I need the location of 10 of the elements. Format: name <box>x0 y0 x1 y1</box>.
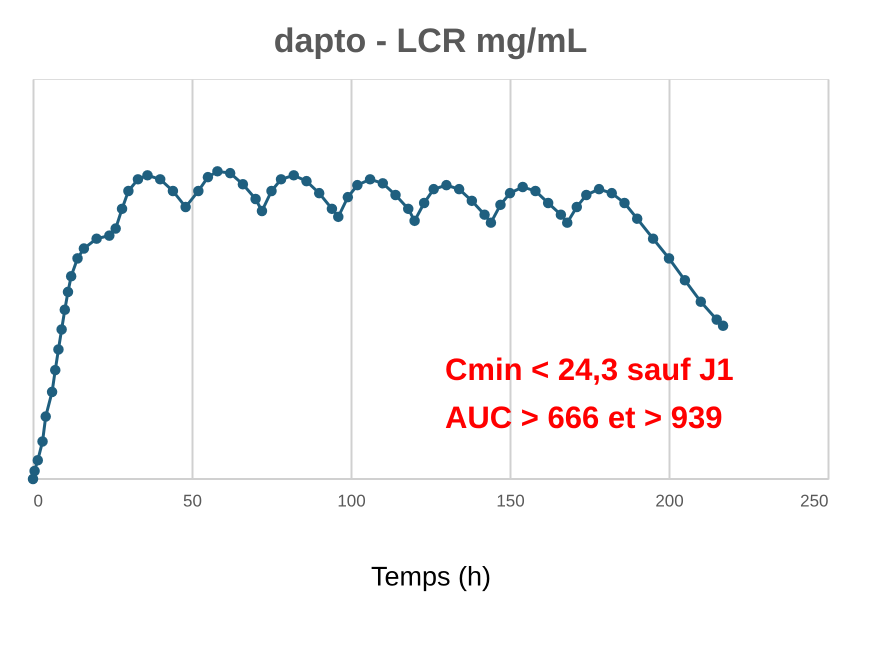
x-tick-label: 250 <box>800 492 828 510</box>
x-tick-label: 50 <box>183 492 202 510</box>
x-tick-label: 0 <box>34 492 43 510</box>
x-tick-label: 200 <box>655 492 684 510</box>
annotation: Cmin < 24,3 sauf J1 <box>445 352 734 387</box>
chart-title: dapto - LCR mg/mL <box>274 22 588 60</box>
x-tick-label: 100 <box>337 492 366 510</box>
annotation: AUC > 666 et > 939 <box>445 400 722 435</box>
x-tick-label: 150 <box>496 492 525 510</box>
x-axis-title: Temps (h) <box>370 562 492 592</box>
